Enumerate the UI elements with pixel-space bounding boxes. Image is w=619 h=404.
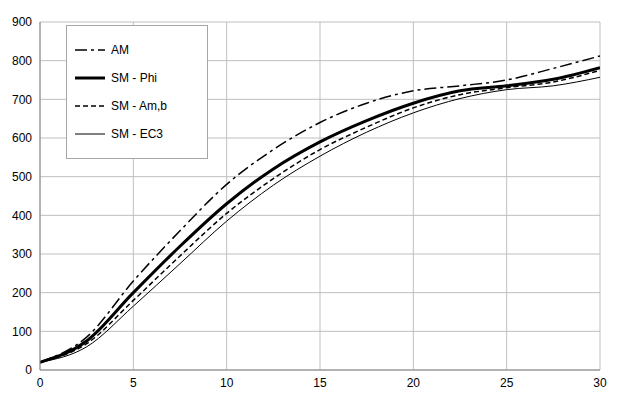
svg-text:20: 20: [407, 376, 421, 390]
svg-text:25: 25: [500, 376, 514, 390]
svg-text:900: 900: [12, 15, 32, 29]
svg-text:15: 15: [313, 376, 327, 390]
svg-text:10: 10: [220, 376, 234, 390]
svg-text:600: 600: [12, 131, 32, 145]
svg-text:30: 30: [593, 376, 607, 390]
svg-text:300: 300: [12, 247, 32, 261]
svg-text:100: 100: [12, 325, 32, 339]
svg-text:5: 5: [130, 376, 137, 390]
html-text:SM - EC3: SM - EC3: [111, 127, 163, 141]
svg-text:200: 200: [12, 286, 32, 300]
svg-text:0: 0: [25, 363, 32, 377]
svg-text:400: 400: [12, 209, 32, 223]
html-text:SM - Am,b: SM - Am,b: [111, 99, 167, 113]
svg-text:500: 500: [12, 170, 32, 184]
svg-text:0: 0: [37, 376, 44, 390]
svg-text:700: 700: [12, 93, 32, 107]
html-text:AM: AM: [111, 43, 129, 57]
html-text:SM - Phi: SM - Phi: [111, 71, 157, 85]
svg-text:800: 800: [12, 54, 32, 68]
